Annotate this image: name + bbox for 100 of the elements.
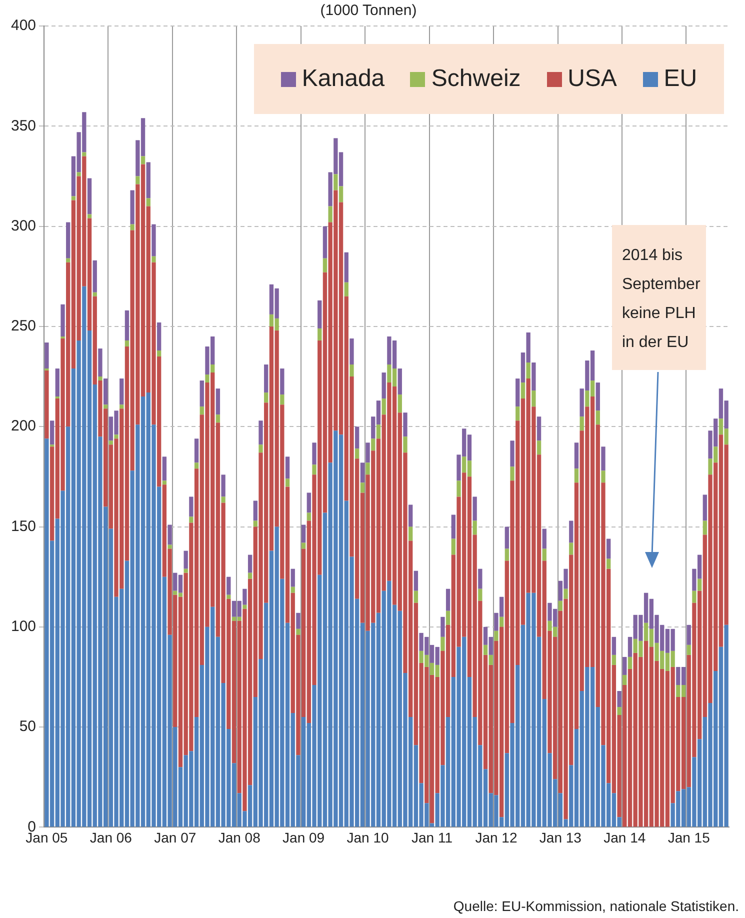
bar bbox=[472, 496, 477, 521]
bar bbox=[124, 310, 130, 340]
bar bbox=[398, 394, 402, 413]
bar bbox=[702, 520, 708, 535]
bar bbox=[360, 482, 365, 493]
source-note: Quelle: EU-Kommission, nationale Statistiken. bbox=[453, 898, 739, 914]
bar bbox=[558, 600, 563, 611]
bar bbox=[194, 438, 199, 463]
bar bbox=[221, 496, 226, 503]
bar bbox=[488, 654, 493, 665]
bar bbox=[366, 462, 370, 475]
bar bbox=[66, 258, 70, 262]
bar bbox=[156, 350, 162, 356]
bar bbox=[152, 224, 156, 256]
bar bbox=[258, 420, 263, 445]
bar bbox=[483, 644, 488, 655]
bar bbox=[366, 442, 370, 463]
bar bbox=[146, 162, 150, 198]
bar bbox=[168, 524, 172, 545]
bar bbox=[71, 196, 76, 200]
bar bbox=[414, 570, 418, 591]
bar bbox=[622, 656, 627, 675]
bar bbox=[686, 644, 691, 655]
bar bbox=[403, 436, 408, 453]
x-tick-label: Jan 15 bbox=[668, 829, 710, 846]
bar bbox=[200, 406, 204, 415]
bar bbox=[92, 292, 97, 296]
bar bbox=[226, 594, 231, 599]
x-tick-label: Jan 09 bbox=[282, 829, 325, 846]
bar bbox=[146, 198, 150, 206]
y-tick-label: 350 bbox=[10, 117, 36, 134]
bar bbox=[221, 474, 226, 497]
y-tick-label: 200 bbox=[10, 418, 36, 435]
bar bbox=[76, 172, 81, 176]
legend-label: Schweiz bbox=[431, 65, 521, 93]
bar bbox=[350, 364, 354, 377]
bar bbox=[606, 538, 611, 559]
bar bbox=[205, 374, 210, 383]
bar bbox=[280, 368, 284, 395]
bar bbox=[44, 342, 49, 369]
bar bbox=[344, 282, 348, 296]
bar bbox=[628, 656, 632, 669]
bar bbox=[296, 612, 300, 629]
bar bbox=[194, 462, 199, 469]
y-tick-label: 100 bbox=[10, 618, 36, 636]
bar bbox=[184, 568, 188, 573]
bar bbox=[114, 434, 118, 439]
bar bbox=[494, 630, 498, 641]
bar bbox=[499, 616, 504, 627]
y-tick-label: 150 bbox=[10, 518, 36, 535]
bar bbox=[290, 586, 295, 593]
bar bbox=[130, 190, 134, 224]
bar bbox=[456, 480, 461, 497]
bar bbox=[162, 480, 167, 485]
bar bbox=[66, 222, 70, 258]
bar bbox=[210, 364, 215, 373]
bar bbox=[692, 590, 696, 603]
bar bbox=[136, 176, 140, 184]
x-tick-label: Jan 06 bbox=[90, 829, 132, 846]
bar bbox=[376, 424, 381, 439]
bar bbox=[200, 380, 204, 407]
x-tick-label: Jan 12 bbox=[475, 829, 518, 846]
bar bbox=[408, 526, 413, 541]
bar bbox=[408, 504, 413, 527]
bar bbox=[318, 328, 322, 340]
bar bbox=[350, 338, 354, 365]
bar bbox=[98, 348, 102, 377]
bar bbox=[601, 470, 606, 483]
bar bbox=[532, 390, 536, 407]
bar bbox=[306, 492, 312, 513]
bar bbox=[55, 368, 60, 397]
bar bbox=[140, 156, 146, 164]
bar bbox=[168, 544, 172, 549]
bar bbox=[280, 394, 284, 405]
bar bbox=[162, 456, 167, 481]
bar bbox=[520, 382, 526, 399]
bar bbox=[510, 440, 514, 467]
bar bbox=[371, 438, 376, 451]
bar bbox=[574, 442, 579, 469]
bar bbox=[536, 416, 542, 441]
bar bbox=[98, 376, 102, 381]
bar bbox=[258, 444, 263, 453]
bar bbox=[569, 520, 574, 543]
bar bbox=[248, 554, 252, 573]
bar bbox=[130, 224, 134, 230]
bar bbox=[542, 548, 546, 561]
bar bbox=[253, 500, 258, 521]
bar bbox=[312, 464, 316, 475]
bar bbox=[108, 440, 114, 445]
bar bbox=[612, 654, 616, 665]
bar bbox=[398, 368, 402, 395]
bar bbox=[504, 548, 510, 561]
bar bbox=[248, 572, 252, 579]
bar bbox=[617, 690, 622, 708]
bar bbox=[264, 364, 268, 393]
bar bbox=[87, 214, 92, 218]
bar bbox=[156, 322, 162, 350]
bar bbox=[226, 576, 231, 595]
bar bbox=[606, 558, 611, 569]
bar bbox=[290, 568, 295, 587]
